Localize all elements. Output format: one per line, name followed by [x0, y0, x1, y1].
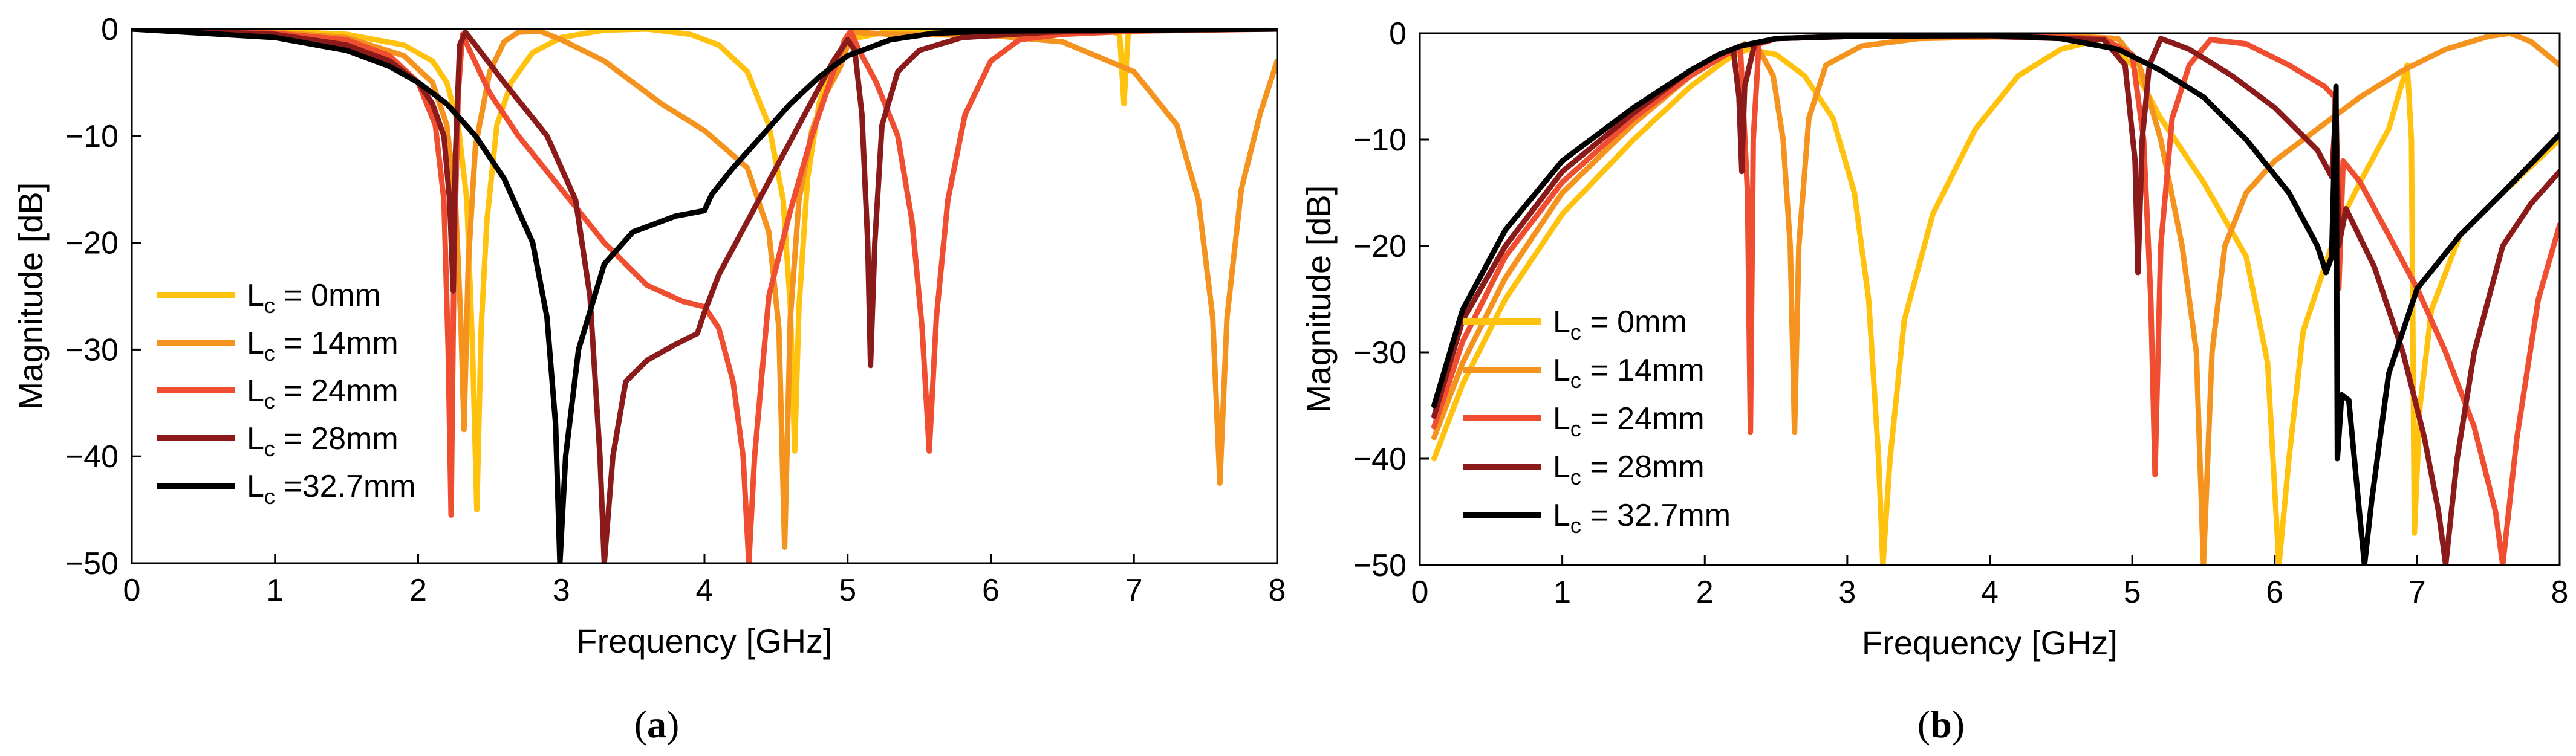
legend-subscript: c: [264, 293, 275, 318]
legend-symbol: L: [1553, 353, 1570, 388]
legend-subscript: c: [1570, 465, 1581, 489]
legend-subscript: c: [1570, 416, 1581, 441]
legend-item: Lc = 0mm: [1463, 305, 1687, 344]
legend-symbol: L: [247, 373, 264, 409]
legend-symbol: L: [247, 421, 264, 456]
x-tick-label: 4: [1981, 575, 1999, 610]
legend-label: Lc = 24mm: [1553, 401, 1705, 441]
y-tick-label: −20: [65, 226, 119, 261]
x-tick-label: 1: [1553, 575, 1571, 610]
legend-value: = 14mm: [275, 326, 398, 361]
legend-label: Lc = 32.7mm: [1553, 498, 1731, 538]
y-axis-label: Magnitude [dB]: [1299, 186, 1338, 413]
legend-symbol: L: [1553, 305, 1570, 340]
y-tick-label: −30: [1353, 335, 1407, 370]
legend-value: = 14mm: [1581, 353, 1705, 388]
x-axis-label: Frequency [GHz]: [1862, 624, 2118, 662]
legend-label: Lc =32.7mm: [247, 469, 416, 509]
legend-value: = 28mm: [275, 421, 398, 456]
legend-value: = 24mm: [1581, 401, 1705, 436]
legend-label: Lc = 14mm: [247, 326, 398, 366]
y-tick-label: −40: [65, 439, 119, 474]
x-tick-label: 7: [2408, 575, 2426, 610]
legend-subscript: c: [1570, 368, 1581, 393]
x-axis-label: Frequency [GHz]: [576, 622, 832, 660]
y-tick-label: −20: [1353, 229, 1407, 264]
x-tick-label: 5: [839, 573, 856, 608]
legend-value: = 32.7mm: [1581, 498, 1731, 533]
y-tick-label: −10: [65, 119, 119, 154]
x-tick-label: 2: [1696, 575, 1714, 610]
x-tick-label: 1: [266, 573, 284, 608]
series-line-4: [132, 29, 1277, 563]
legend-symbol: L: [1553, 498, 1570, 533]
series-line-5: [132, 29, 1277, 563]
legend-symbol: L: [247, 326, 264, 361]
legend-subscript: c: [1570, 320, 1581, 344]
y-tick-label: −50: [65, 546, 119, 581]
legend-value: = 0mm: [1581, 305, 1687, 340]
x-tick-label: 2: [409, 573, 427, 608]
legend-value: = 28mm: [1581, 450, 1705, 485]
x-tick-label: 8: [1269, 573, 1286, 608]
chart-panel-a: 0 1 2 3 4 5 6 7 8 0 −10 −20 −30 −40 −50 Frequency [GHz]…: [11, 12, 1286, 746]
legend-item: Lc = 0mm: [157, 278, 381, 318]
legend-subscript: c: [264, 484, 275, 509]
legend-subscript: c: [264, 389, 275, 413]
y-tick-label: 0: [101, 12, 119, 47]
legend-subscript: c: [264, 341, 275, 366]
legend-symbol: L: [247, 278, 264, 313]
x-tick-label: 0: [123, 573, 141, 608]
panel-label: (a): [634, 703, 680, 746]
y-tick-label: −50: [1353, 548, 1407, 583]
legend-item: Lc =32.7mm: [157, 469, 416, 509]
legend-label: Lc = 0mm: [1553, 305, 1687, 344]
x-tick-label: 6: [2266, 575, 2283, 610]
series-line-5: [1431, 33, 2560, 565]
x-tick-label: 3: [1838, 575, 1856, 610]
legend-symbol: L: [1553, 450, 1570, 485]
legend-item: Lc = 14mm: [1463, 353, 1705, 393]
legend-item: Lc = 14mm: [157, 326, 398, 366]
y-tick-label: −10: [1353, 123, 1407, 158]
x-tick-label: 6: [982, 573, 1000, 608]
legend-label: Lc = 28mm: [1553, 450, 1705, 489]
legend-label: Lc = 0mm: [247, 278, 381, 318]
y-tick-label: −40: [1353, 442, 1407, 477]
legend-label: Lc = 24mm: [247, 373, 398, 413]
x-tick-label: 7: [1125, 573, 1143, 608]
legend-value: = 0mm: [275, 278, 381, 313]
series-line-3: [132, 29, 1277, 563]
x-tick-label: 0: [1411, 575, 1429, 610]
legend-item: Lc = 24mm: [1463, 401, 1705, 441]
legend-symbol: L: [247, 469, 264, 504]
series-group: [1431, 33, 2560, 565]
legend-item: Lc = 24mm: [157, 373, 398, 413]
legend-symbol: L: [1553, 401, 1570, 436]
x-tick-label: 3: [553, 573, 570, 608]
y-tick-label: −30: [65, 332, 119, 367]
y-axis-label: Magnitude [dB]: [11, 183, 50, 410]
legend-item: Lc = 32.7mm: [1463, 498, 1731, 538]
legend-item: Lc = 28mm: [157, 421, 398, 461]
legend-subscript: c: [1570, 513, 1581, 538]
y-tick-label: 0: [1389, 16, 1407, 51]
x-tick-label: 4: [696, 573, 714, 608]
chart-panel-b: 0 1 2 3 4 5 6 7 8 0 −10 −20 −30 −40 −50 Frequency [GHz]…: [1299, 16, 2568, 746]
series-line-1: [1431, 36, 2560, 565]
legend-item: Lc = 28mm: [1463, 450, 1705, 489]
panel-label: (b): [1917, 703, 1965, 746]
legend-label: Lc = 14mm: [1553, 353, 1705, 393]
legend-subscript: c: [264, 436, 275, 461]
legend-value: = 24mm: [275, 373, 398, 409]
legend-label: Lc = 28mm: [247, 421, 398, 461]
x-tick-label: 5: [2124, 575, 2141, 610]
x-tick-label: 8: [2551, 575, 2569, 610]
legend-value: =32.7mm: [275, 469, 416, 504]
